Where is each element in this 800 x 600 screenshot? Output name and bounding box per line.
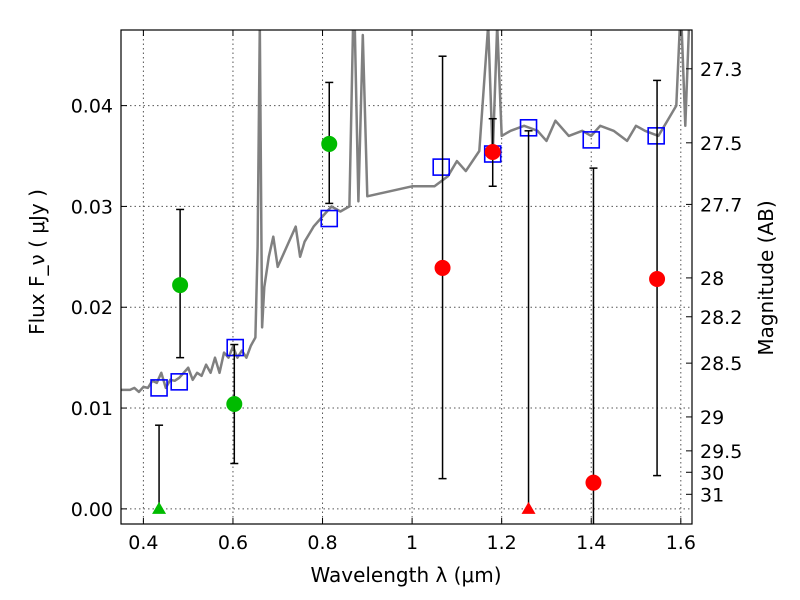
x-tick-label: 0.4 <box>128 532 158 554</box>
y2-tick-label: 27.5 <box>700 133 742 155</box>
detection-point <box>321 135 338 152</box>
detection-point <box>649 271 666 288</box>
axis-ticks: 0.4 0.6 0.8 1 1.2 1.4 1.6 0.00 0.01 0.02 0.03 0.04 2… <box>71 30 742 554</box>
y2-tick-label: 27.3 <box>700 59 742 81</box>
x-tick-label: 0.6 <box>218 532 248 554</box>
y-tick-label: 0.01 <box>71 398 113 420</box>
spectrum-line <box>121 30 691 394</box>
detection-point <box>226 396 243 413</box>
y2-tick-label: 29 <box>700 407 724 429</box>
data-layer <box>121 30 691 524</box>
x-tick-label: 1.6 <box>666 532 696 554</box>
x-tick-label: 1.4 <box>576 532 606 554</box>
detection-point <box>434 259 451 276</box>
y2-tick-label: 27.7 <box>700 194 742 216</box>
y2-axis-label: Magnitude (AB) <box>754 200 778 355</box>
y-axis-label: Flux F_ν ( μJy ) <box>25 189 49 335</box>
detection-point <box>484 143 501 160</box>
model-point-square <box>150 379 168 397</box>
model-point-square <box>432 158 451 176</box>
y-tick-label: 0.00 <box>71 499 113 521</box>
model-point-square <box>320 209 339 228</box>
y-tick-label: 0.03 <box>71 196 113 218</box>
upper-limit-triangle <box>521 501 536 514</box>
plot-background <box>121 30 692 524</box>
y2-tick-label: 29.5 <box>700 441 742 463</box>
plot-frame <box>120 29 693 525</box>
y-tick-label: 0.02 <box>71 297 113 319</box>
y2-tick-label: 30 <box>700 462 724 484</box>
y2-tick-label: 28 <box>700 268 724 290</box>
x-tick-label: 1.2 <box>487 532 517 554</box>
x-tick-label: 1 <box>406 532 418 554</box>
model-point-square <box>170 373 189 391</box>
y2-tick-label: 28.5 <box>700 353 742 375</box>
grid-lines <box>121 30 692 524</box>
x-axis-label: Wavelength λ (μm) <box>310 563 501 587</box>
upper-limit-triangle <box>152 501 167 514</box>
model-point-square <box>582 131 601 149</box>
y-tick-label: 0.04 <box>71 96 113 118</box>
x-tick-label: 0.8 <box>307 532 337 554</box>
detection-point <box>172 277 189 294</box>
model-point-square <box>226 338 244 357</box>
y2-tick-label: 31 <box>700 484 724 506</box>
model-point-square <box>647 127 665 145</box>
y2-tick-label: 28.2 <box>700 307 742 329</box>
detection-point <box>585 474 602 491</box>
